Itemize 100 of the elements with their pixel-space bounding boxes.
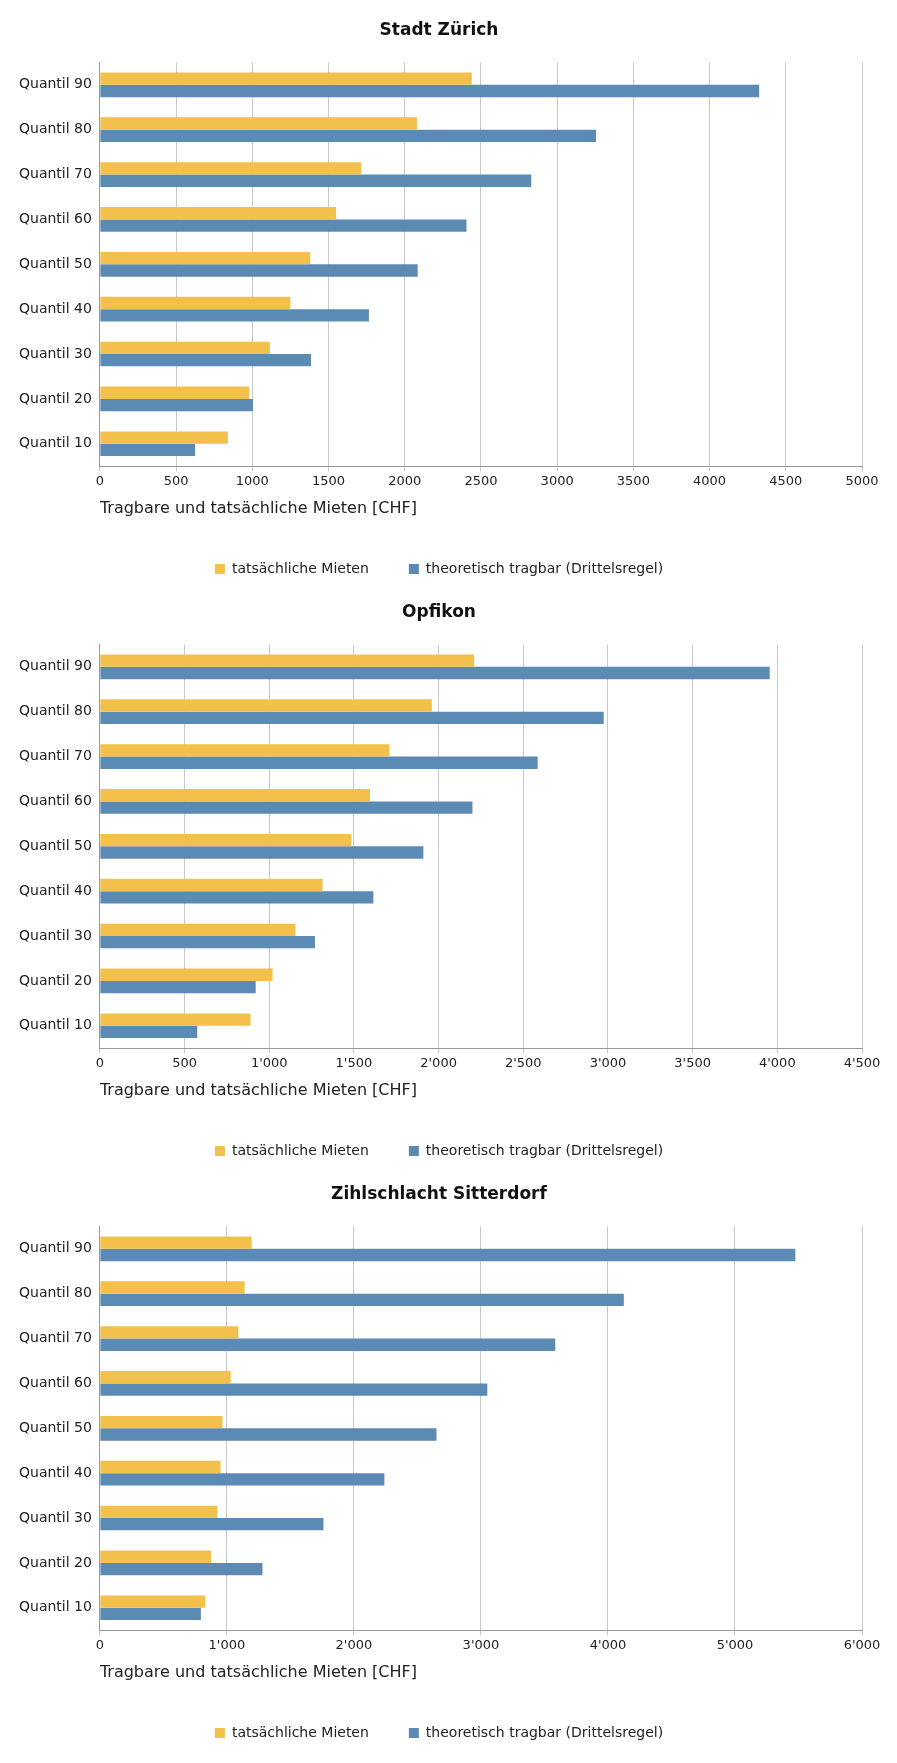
bar [100,398,254,412]
x-tick-label: 5000 [845,473,879,489]
bar [100,846,424,859]
x-tick-label: 5'000 [716,1637,754,1653]
y-tick-label: Quantil 60 [18,210,92,227]
x-tick-label: 3'500 [674,1055,711,1071]
y-tick-label: Quantil 10 [18,1598,92,1615]
legend-label: tatsächliche Mieten [231,559,369,576]
chart-title: Opfikon [402,600,476,621]
x-tick-label: 500 [172,1055,197,1071]
x-tick-label: 2'500 [504,1055,542,1071]
bar [100,296,291,310]
bar [100,980,256,994]
bar [100,129,597,143]
bar [100,756,538,769]
x-tick-label: 4000 [693,473,727,489]
x-axis-title: Tragbare und tatsächliche Mieten [CHF] [98,1079,417,1099]
x-tick-label: 2'000 [420,1055,457,1071]
bar [100,72,472,85]
x-tick-label: 3'000 [589,1055,627,1071]
bar [100,251,311,265]
bar [100,654,475,667]
bar [100,117,417,130]
y-tick-label: Quantil 30 [18,926,92,943]
bar [100,309,369,322]
bar [100,162,362,175]
bar [100,891,374,904]
y-tick-label: Quantil 20 [18,1553,92,1570]
bar [100,923,296,937]
y-tick-label: Quantil 90 [18,657,92,674]
bar [100,699,432,712]
x-tick-label: 1000 [235,473,269,489]
bar [100,878,323,892]
bar [100,1338,556,1351]
x-tick-label: 2000 [388,473,422,489]
bar [100,968,273,981]
x-tick-label: 2500 [464,473,498,489]
x-tick-label: 4'000 [758,1055,796,1071]
x-tick-label: 1'500 [335,1055,373,1071]
bar [100,666,770,680]
bar [100,1371,231,1384]
y-tick-label: Quantil 80 [18,120,92,137]
x-tick-label: 3500 [616,473,650,489]
y-tick-label: Quantil 30 [18,344,92,361]
x-tick-label: 4500 [769,473,803,489]
bar [100,264,418,277]
bar [100,801,473,814]
chart-title: Stadt Zürich [379,18,499,39]
x-tick-label: 0 [95,1055,105,1071]
y-tick-label: Quantil 70 [18,747,92,764]
x-tick-label: 2'000 [335,1637,373,1653]
x-tick-label: 3'000 [462,1637,500,1653]
x-tick-label: 1'000 [208,1637,246,1653]
bar [100,1293,624,1307]
y-tick-label: Quantil 40 [18,881,92,898]
y-tick-label: Quantil 20 [18,389,92,406]
x-tick-label: 0 [95,1637,105,1653]
y-tick-label: Quantil 10 [18,434,92,451]
bar [100,354,311,367]
y-tick-label: Quantil 50 [18,836,92,853]
x-tick-label: 4'000 [589,1637,627,1653]
bar [100,1518,324,1531]
bar [100,443,196,457]
y-tick-label: Quantil 40 [18,1463,92,1480]
bar [100,1281,245,1294]
x-axis-title: Tragbare und tatsächliche Mieten [CHF] [98,497,417,517]
bar [100,1248,796,1262]
y-tick-label: Quantil 90 [18,1239,92,1256]
bar [100,1326,239,1339]
legend-label: theoretisch tragbar (Drittelsregel) [425,1141,664,1158]
bar [100,219,467,232]
bar [100,174,532,187]
y-tick-label: Quantil 70 [18,165,92,182]
y-tick-label: Quantil 50 [18,1418,92,1435]
bar [100,1550,212,1563]
x-tick-label: 1500 [311,473,346,489]
bar [100,207,337,220]
bar [100,1428,437,1441]
legend-label: theoretisch tragbar (Drittelsregel) [425,559,664,576]
legend-label: tatsächliche Mieten [231,1723,369,1740]
y-tick-label: Quantil 40 [18,299,92,316]
bar [100,1460,221,1474]
chart-title: Zihlschlacht Sitterdorf [331,1182,548,1203]
legend-label: theoretisch tragbar (Drittelsregel) [425,1723,664,1740]
bar [100,1383,488,1396]
x-tick-label: 4'500 [843,1055,881,1071]
bar [100,833,352,847]
x-tick-label: 6'000 [843,1637,881,1653]
y-tick-label: Quantil 20 [18,971,92,988]
y-tick-label: Quantil 90 [18,75,92,92]
y-tick-label: Quantil 80 [18,1284,92,1301]
y-tick-label: Quantil 60 [18,1374,92,1391]
x-axis-title: Tragbare und tatsächliche Mieten [CHF] [98,1661,417,1681]
x-tick-label: 3000 [540,473,574,489]
bar [100,84,760,98]
bar [100,1595,206,1608]
bar [100,1013,251,1026]
x-tick-label: 0 [95,473,105,489]
bar [100,431,228,444]
bar [100,1473,385,1486]
